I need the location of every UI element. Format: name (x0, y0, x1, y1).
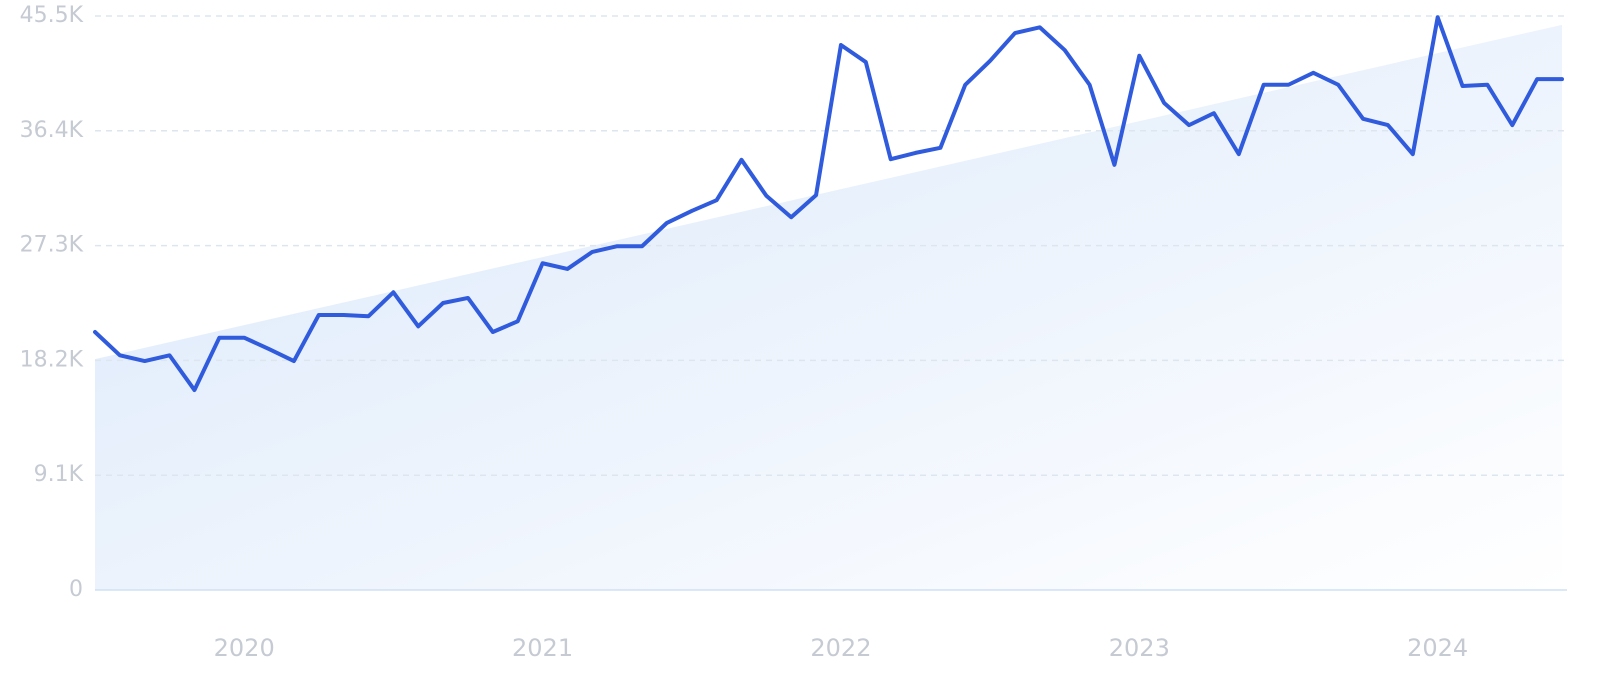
y-tick-label: 18.2K (20, 347, 84, 372)
x-tick-label: 2022 (810, 634, 871, 662)
x-tick-label: 2024 (1407, 634, 1468, 662)
trend-area (95, 24, 1562, 591)
y-tick-label: 45.5K (20, 3, 84, 28)
x-tick-label: 2021 (512, 634, 573, 662)
y-tick-label: 0 (69, 577, 83, 602)
y-tick-label: 27.3K (20, 233, 84, 258)
y-tick-label: 36.4K (20, 118, 84, 143)
y-tick-label: 9.1K (34, 462, 84, 487)
line (93, 15, 1564, 393)
x-tick-label: 2020 (214, 634, 275, 662)
x-tick-label: 2023 (1109, 634, 1170, 662)
